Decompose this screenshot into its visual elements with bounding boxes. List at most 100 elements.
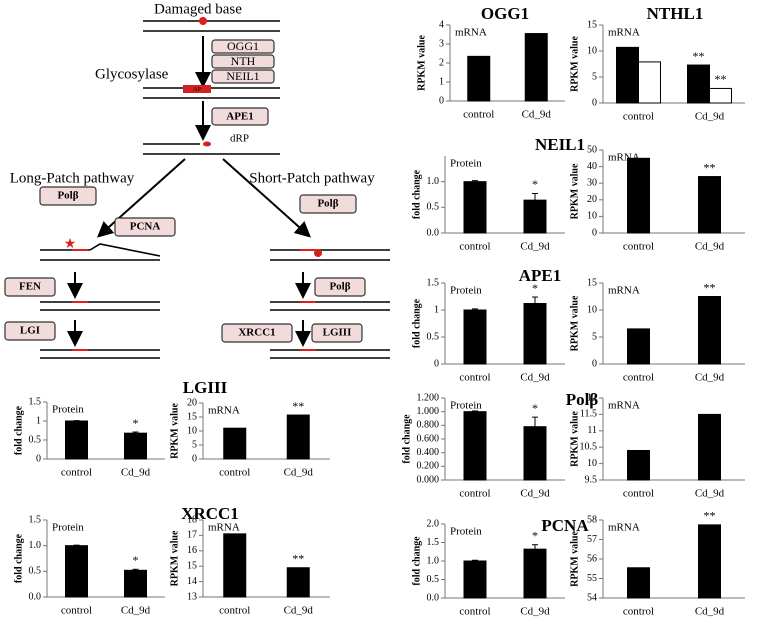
significance: ** xyxy=(292,399,304,413)
bar xyxy=(467,55,491,102)
y-tick-label: 0.5 xyxy=(427,574,440,585)
y-tick-label: 1.200 xyxy=(417,392,440,403)
y-axis-label: fold change xyxy=(13,533,24,583)
arrow xyxy=(97,158,186,238)
y-tick-label: 0.0 xyxy=(427,592,440,603)
y-axis-label: RPKM value xyxy=(569,163,580,219)
chart-title: PCNA xyxy=(541,516,589,535)
x-tick-label: Cd_9d xyxy=(121,467,151,479)
x-tick-label: Cd_9d xyxy=(284,467,314,479)
chart: 9.5 10 10.5 11 11.5 12 RPKM value mRNA control Cd… xyxy=(569,392,745,500)
y-tick-label: 20 xyxy=(587,194,597,205)
x-tick-label: Cd_9d xyxy=(121,605,151,617)
y-axis-label: RPKM value xyxy=(169,530,180,586)
bar xyxy=(286,567,310,598)
panel-label: Protein xyxy=(450,526,482,538)
y-tick-label: 1.000 xyxy=(417,406,440,417)
y-tick-label: 10.5 xyxy=(580,441,598,452)
box xyxy=(211,39,275,54)
y-tick-label: 1.0 xyxy=(29,540,42,551)
chart-title: OGG1 xyxy=(481,4,529,23)
x-tick-label: Cd_9d xyxy=(520,606,550,618)
x-tick-label: Cd_9d xyxy=(695,111,725,123)
star: ★ xyxy=(64,237,77,252)
y-tick-label: 0 xyxy=(192,453,197,464)
chart: 0 5 10 15 RPKM value mRNA control Cd_9d ** xyxy=(569,277,745,384)
y-tick-label: 17 xyxy=(187,530,197,541)
y-tick-label: 1 xyxy=(434,304,439,315)
chart-title: APE1 xyxy=(519,266,562,285)
y-tick-label: 10 xyxy=(587,211,597,222)
bar xyxy=(698,176,721,234)
bar xyxy=(698,413,721,481)
x-tick-label: control xyxy=(459,606,490,618)
y-tick-label: 0.0 xyxy=(427,227,440,238)
y-tick-label: 18 xyxy=(187,514,197,525)
y-axis-label: RPKM value xyxy=(569,36,580,92)
y-tick-label: 11 xyxy=(587,425,597,436)
y-axis-label: RPKM value xyxy=(416,35,427,91)
top-label: Damaged base xyxy=(154,1,242,17)
x-tick-label: Cd_9d xyxy=(695,488,725,500)
y-tick-label: 5 xyxy=(592,331,597,342)
x-tick-label: Cd_9d xyxy=(520,488,550,500)
chart: 0.0 0.5 1.0 1.5 fold change Protein XRCC1 contr… xyxy=(13,504,239,617)
x-tick-label: control xyxy=(219,605,250,617)
chart: 0 0.5 1 1.5 fold change Protein APE1 control Cd_… xyxy=(411,266,565,384)
y-tick-label: 2 xyxy=(439,57,444,68)
x-tick-label: Cd_9d xyxy=(522,109,552,121)
significance: ** xyxy=(704,280,716,294)
y-tick-label: 10 xyxy=(587,45,597,56)
panel-label: mRNA xyxy=(455,27,487,39)
bar xyxy=(124,569,147,598)
x-tick-label: control xyxy=(623,488,654,500)
y-tick-label: 30 xyxy=(587,177,597,188)
y-tick-label: 1 xyxy=(439,76,444,87)
y-tick-label: 50 xyxy=(587,144,597,155)
y-tick-label: 15 xyxy=(587,19,597,30)
chart: 54 55 56 57 58 RPKM value mRNA control Cd_9d ** xyxy=(569,509,745,618)
bar xyxy=(698,524,721,599)
significance: ** xyxy=(715,72,727,86)
protein-label: NEIL1 xyxy=(226,69,259,83)
x-tick-label: Cd_9d xyxy=(520,241,550,253)
bar xyxy=(463,181,487,234)
panel-label: Protein xyxy=(52,522,84,534)
box xyxy=(311,323,363,343)
protein-label: Polβ xyxy=(57,190,78,202)
y-tick-label: 57 xyxy=(587,534,597,545)
chart: 0.0 0.5 1.0 fold change Protein NEIL1 control C… xyxy=(411,135,585,253)
step-label: Glycosylase xyxy=(95,66,169,82)
y-tick-label: 0 xyxy=(434,358,439,369)
y-tick-label: 1.5 xyxy=(427,537,440,548)
y-tick-label: 0.5 xyxy=(29,566,42,577)
panel-label: mRNA xyxy=(608,400,640,412)
y-tick-label: 0.600 xyxy=(417,433,440,444)
panel-label: Protein xyxy=(450,285,482,297)
chart: 0.000 0.200 0.400 0.600 0.800 1.000 1.200 fold … xyxy=(401,390,598,500)
ap-site xyxy=(183,85,211,93)
x-tick-label: control xyxy=(219,467,250,479)
bar xyxy=(65,420,88,460)
panel-label: mRNA xyxy=(608,285,640,297)
x-tick-label: Cd_9d xyxy=(520,372,550,384)
x-tick-label: control xyxy=(459,241,490,253)
x-tick-label: Cd_9d xyxy=(695,241,725,253)
y-tick-label: 1.5 xyxy=(29,396,42,407)
panel-label: mRNA xyxy=(608,522,640,534)
y-axis-label: RPKM value xyxy=(169,403,180,459)
bar xyxy=(463,411,487,481)
y-tick-label: 56 xyxy=(587,553,597,564)
flap xyxy=(89,243,161,257)
panel-label: mRNA xyxy=(208,405,240,417)
box xyxy=(39,186,97,206)
significance: * xyxy=(133,553,139,567)
x-tick-label: Cd_9d xyxy=(695,606,725,618)
y-tick-label: 9.5 xyxy=(585,474,598,485)
chart: 0 5 10 15 RPKM value mRNA NTHL1 control Cd_9d ** *… xyxy=(569,4,745,123)
protein-label: APE1 xyxy=(226,111,254,123)
y-tick-label: 0.400 xyxy=(417,447,440,458)
chart: 13 14 15 16 17 18 RPKM value mRNA control Cd_9d ** xyxy=(169,514,330,617)
box xyxy=(114,217,176,237)
y-tick-label: 0.800 xyxy=(417,420,440,431)
